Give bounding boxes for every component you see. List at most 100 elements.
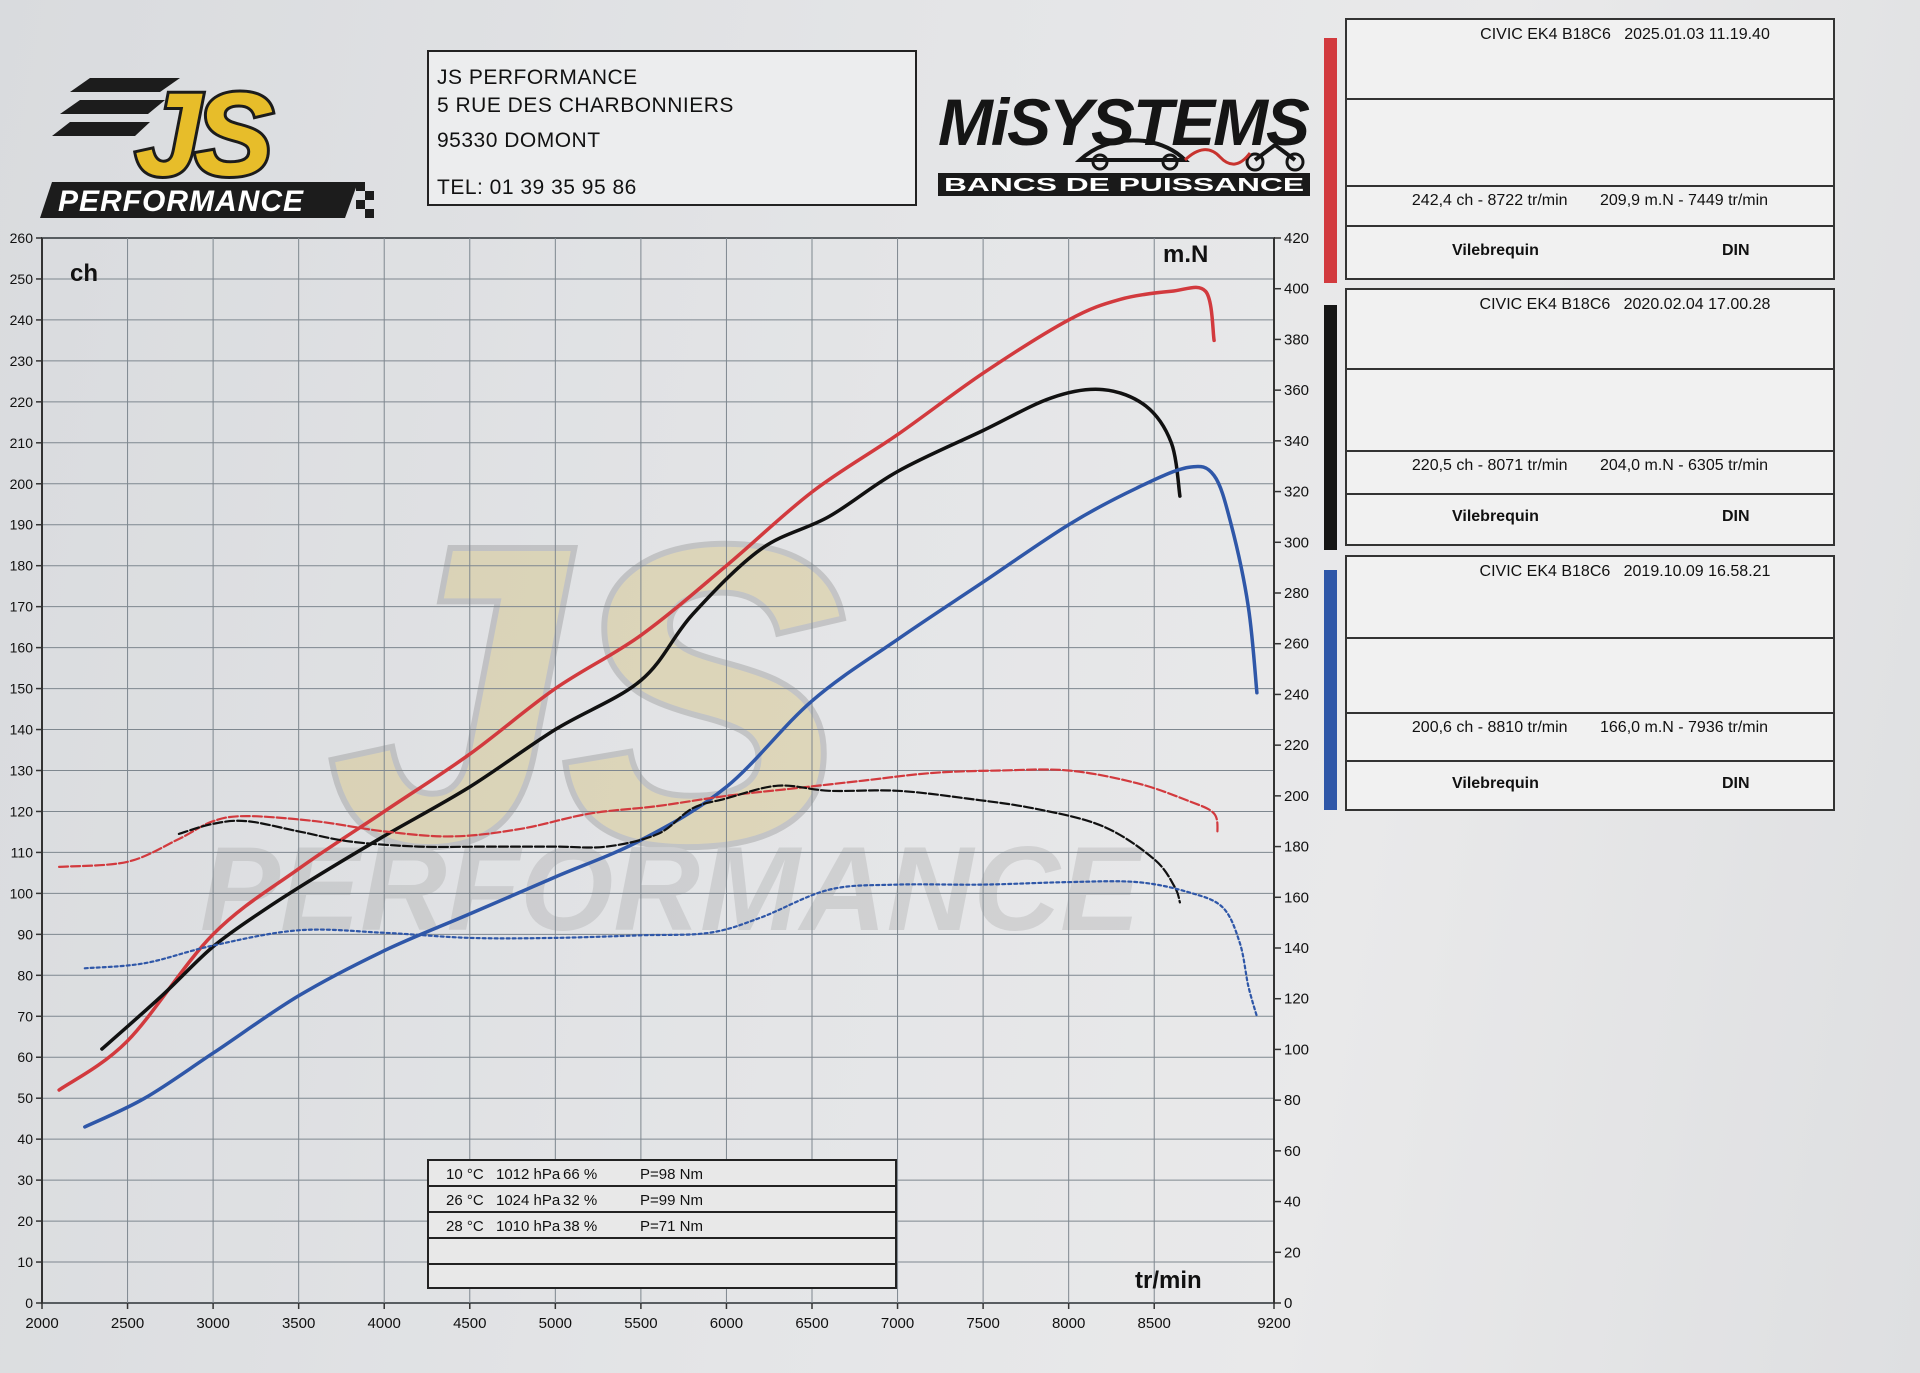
run-norm: DIN	[1722, 242, 1750, 259]
y-axis-label: ch	[70, 260, 98, 287]
right-tick-label: 20	[1284, 1244, 1301, 1261]
series-curves	[57, 285, 1259, 1129]
misystems-tagline: BANCS DE PUISSANCE	[944, 175, 1304, 195]
address-phone: TEL: 01 39 35 95 86	[437, 176, 637, 199]
run-date: 2020.02.04 17.00.28	[1623, 296, 1771, 313]
logo-subtitle: PERFORMANCE	[58, 185, 304, 218]
x-tick-label: 8000	[1052, 1315, 1085, 1332]
right-tick-label: 220	[1284, 737, 1309, 754]
run-measure: Vilebrequin	[1452, 508, 1539, 525]
left-tick-label: 120	[10, 803, 34, 819]
left-tick-label: 220	[10, 394, 34, 410]
x-tick-label: 2000	[25, 1315, 58, 1332]
left-tick-label: 0	[25, 1295, 33, 1311]
left-tick-label: 130	[10, 763, 34, 779]
run-date: 2025.01.03 11.19.40	[1624, 26, 1770, 43]
left-tick-label: 100	[10, 885, 34, 901]
right-tick-label: 60	[1284, 1143, 1301, 1160]
js-performance-logo: JS PERFORMANCE	[40, 70, 374, 218]
right-tick-label: 420	[1284, 230, 1309, 247]
condition-humidity: 38 %	[563, 1218, 597, 1235]
right-tick-label: 100	[1284, 1041, 1309, 1058]
right-tick-label: 260	[1284, 636, 1309, 653]
x-tick-label: 4000	[368, 1315, 401, 1332]
x-tick-label: 5000	[539, 1315, 572, 1332]
run-torque: 204,0 m.N - 6305 tr/min	[1600, 457, 1769, 474]
left-tick-label: 60	[17, 1049, 33, 1065]
x-tick-label: 6000	[710, 1315, 743, 1332]
right-tick-label: 360	[1284, 382, 1309, 399]
condition-temp: 28 °C	[446, 1218, 484, 1235]
run-power: 220,5 ch - 8071 tr/min	[1411, 457, 1568, 474]
condition-pressure: 1024 hPa	[496, 1192, 561, 1209]
x-tick-label: 2500	[111, 1315, 144, 1332]
run-1-power-curve	[57, 285, 1216, 1092]
run-1-color-swatch	[1324, 38, 1337, 283]
left-tick-label: 160	[10, 640, 34, 656]
left-tick-label: 30	[17, 1172, 33, 1188]
run-power: 242,4 ch - 8722 tr/min	[1411, 192, 1568, 209]
right-tick-label: 280	[1284, 585, 1309, 602]
run-3-power-curve	[83, 464, 1259, 1129]
right-tick-label: 240	[1284, 686, 1309, 703]
condition-temp: 10 °C	[446, 1166, 484, 1183]
x-tick-label: 8500	[1138, 1315, 1171, 1332]
run-2-torque-curve	[177, 784, 1181, 904]
left-tick-label: 150	[10, 681, 34, 697]
condition-pressure: 1010 hPa	[496, 1218, 561, 1235]
red-wave-icon	[1183, 148, 1252, 166]
left-tick-label: 260	[10, 230, 34, 246]
address-street: 5 RUE DES CHARBONNIERS	[437, 94, 734, 117]
motorbike-icon	[1245, 142, 1305, 172]
left-tick-label: 10	[17, 1254, 33, 1270]
x-tick-label: 7000	[881, 1315, 914, 1332]
left-tick-label: 40	[17, 1131, 33, 1147]
run-panel-2: CIVIC EK4 B18C6 2020.02.04 17.00.28 220,…	[1345, 288, 1835, 546]
address-city: 95330 DOMONT	[437, 129, 601, 152]
right-tick-label: 0	[1284, 1295, 1292, 1312]
misystems-banner	[938, 173, 1310, 196]
car-silhouette-icon	[1074, 138, 1190, 171]
x-tick-label: 3000	[196, 1315, 229, 1332]
run-panel-header: CIVIC EK4 B18C6 2020.02.04 17.00.28	[1347, 296, 1833, 314]
logo-speed-stripes-icon	[52, 78, 180, 136]
x-tick-label: 4500	[453, 1315, 486, 1332]
logo-banner	[40, 182, 358, 218]
right-tick-label: 140	[1284, 940, 1309, 957]
run-date: 2019.10.09 16.58.21	[1623, 563, 1771, 580]
left-tick-label: 190	[10, 517, 34, 533]
y2-axis-label: m.N	[1163, 241, 1208, 268]
left-tick-label: 250	[10, 271, 34, 287]
watermark-logo: JS PERFORMANCE	[200, 455, 1144, 956]
left-tick-label: 170	[10, 599, 34, 615]
address-company: JS PERFORMANCE	[437, 66, 638, 89]
x-axis-label: tr/min	[1135, 1267, 1202, 1294]
address-box: JS PERFORMANCE 5 RUE DES CHARBONNIERS 95…	[427, 50, 917, 206]
right-tick-label: 300	[1284, 534, 1309, 551]
run-label: CIVIC EK4 B18C6	[1480, 26, 1611, 43]
run-2-power-curve	[100, 387, 1182, 1051]
left-tick-label: 90	[17, 926, 33, 942]
run-panel-header: CIVIC EK4 B18C6 2025.01.03 11.19.40	[1347, 26, 1833, 44]
run-torque: 209,9 m.N - 7449 tr/min	[1600, 192, 1769, 209]
grid-lines	[41, 237, 1275, 1304]
right-tick-label: 160	[1284, 889, 1309, 906]
x-tick-label: 5500	[624, 1315, 657, 1332]
run-norm: DIN	[1722, 775, 1750, 792]
x-tick-label: 9200	[1257, 1315, 1290, 1332]
condition-humidity: 32 %	[563, 1192, 597, 1209]
run-panel-3: CIVIC EK4 B18C6 2019.10.09 16.58.21 200,…	[1345, 555, 1835, 811]
run-3-color-swatch	[1324, 570, 1337, 810]
left-tick-label: 240	[10, 312, 34, 328]
condition-humidity: 66 %	[563, 1166, 597, 1183]
right-axis-ticks: 0 20 40 60 80 100 120 140 160 180 200 220 240 260 280 3…	[1274, 230, 1309, 1312]
x-axis-ticks: 2000 2500 3000 3500 4000 4500 5000 5500 6000 6500…	[25, 1303, 1291, 1332]
run-norm: DIN	[1722, 508, 1750, 525]
x-tick-label: 6500	[795, 1315, 828, 1332]
run-measure: Vilebrequin	[1452, 775, 1539, 792]
run-label: CIVIC EK4 B18C6	[1479, 296, 1611, 313]
left-tick-label: 140	[10, 722, 34, 738]
condition-temp: 26 °C	[446, 1192, 484, 1209]
right-tick-label: 40	[1284, 1194, 1301, 1211]
